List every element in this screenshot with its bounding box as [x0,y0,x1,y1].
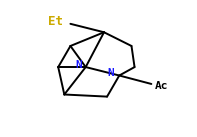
Text: Et: Et [48,15,63,28]
Text: Ac: Ac [155,81,169,91]
Text: N: N [75,61,82,71]
Text: N: N [108,68,114,78]
